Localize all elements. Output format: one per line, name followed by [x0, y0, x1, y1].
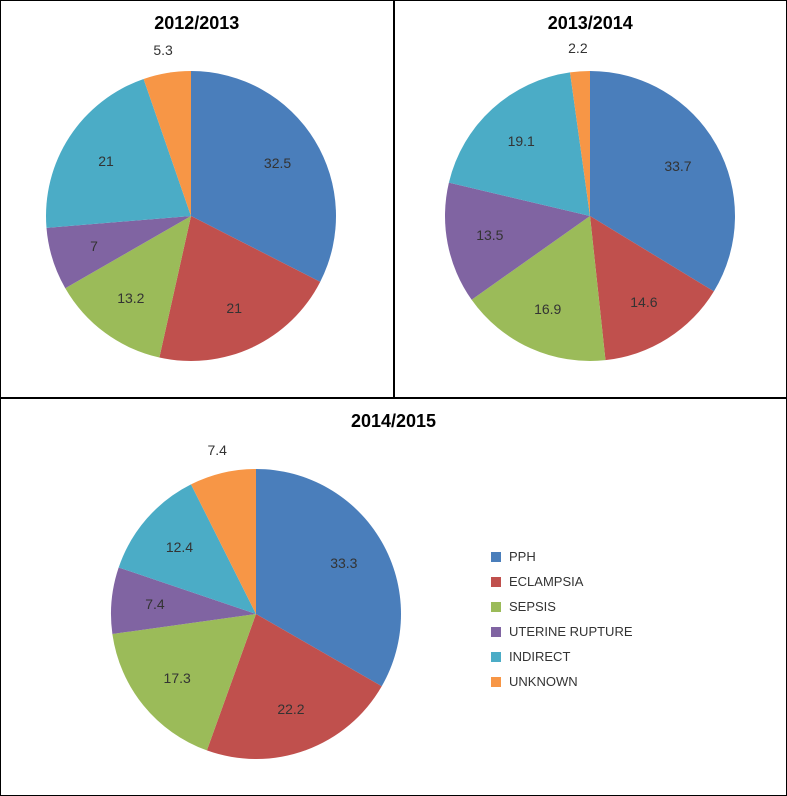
legend-swatch: [491, 627, 501, 637]
slice-label-indirect: 12.4: [166, 539, 193, 555]
legend-label: UTERINE RUPTURE: [509, 624, 633, 639]
legend-swatch: [491, 552, 501, 562]
legend-label: PPH: [509, 549, 536, 564]
slice-label-uterine_rupture: 7: [90, 238, 98, 254]
slice-label-eclampsia: 14.6: [630, 294, 657, 310]
slice-label-sepsis: 17.3: [164, 670, 191, 686]
slice-label-uterine_rupture: 7.4: [145, 596, 164, 612]
slice-label-uterine_rupture: 13.5: [476, 227, 503, 243]
panel-2012-2013: 2012/201332.52113.27215.3: [0, 0, 394, 398]
legend-item-unknown: UNKNOWN: [491, 674, 633, 689]
panel-2013-2014: 2013/201433.714.616.913.519.12.2: [394, 0, 787, 398]
legend-item-eclampsia: ECLAMPSIA: [491, 574, 633, 589]
slice-label-indirect: 21: [98, 153, 114, 169]
legend-label: INDIRECT: [509, 649, 570, 664]
legend-label: SEPSIS: [509, 599, 556, 614]
legend-item-indirect: INDIRECT: [491, 649, 633, 664]
slice-label-eclampsia: 21: [226, 300, 242, 316]
legend-item-pph: PPH: [491, 549, 633, 564]
chart-grid: 2012/201332.52113.27215.3 2013/201433.71…: [0, 0, 787, 796]
pie-chart: 33.3 22.2 17.3 7.4 12.4 7.4: [1, 399, 441, 796]
slice-label-sepsis: 13.2: [117, 290, 144, 306]
slice-label-unknown: 2.2: [568, 40, 587, 56]
legend-swatch: [491, 652, 501, 662]
slice-label-pph: 33.7: [664, 158, 691, 174]
slice-label-sepsis: 16.9: [534, 301, 561, 317]
slice-label-unknown: 7.4: [208, 442, 227, 458]
legend-swatch: [491, 677, 501, 687]
legend: PPH ECLAMPSIA SEPSIS UTERINE RUPTURE INDIREC…: [491, 549, 633, 699]
slice-label-indirect: 19.1: [508, 133, 535, 149]
pie-chart: 32.5 21 13.2 7 21 5.3: [1, 1, 376, 398]
slice-label-unknown: 5.3: [153, 42, 172, 58]
slice-label-pph: 33.3: [330, 555, 357, 571]
legend-label: ECLAMPSIA: [509, 574, 583, 589]
legend-item-sepsis: SEPSIS: [491, 599, 633, 614]
slice-label-eclampsia: 22.2: [277, 701, 304, 717]
panel-2014-2015: 2014/201533.322.217.37.412.47.4PPHECLAMP…: [0, 398, 787, 796]
legend-label: UNKNOWN: [509, 674, 578, 689]
pie-chart: 33.7 14.6 16.9 13.5 19.1 2.2: [395, 1, 775, 398]
slice-label-pph: 32.5: [264, 155, 291, 171]
legend-swatch: [491, 602, 501, 612]
legend-swatch: [491, 577, 501, 587]
legend-item-uterine_rupture: UTERINE RUPTURE: [491, 624, 633, 639]
